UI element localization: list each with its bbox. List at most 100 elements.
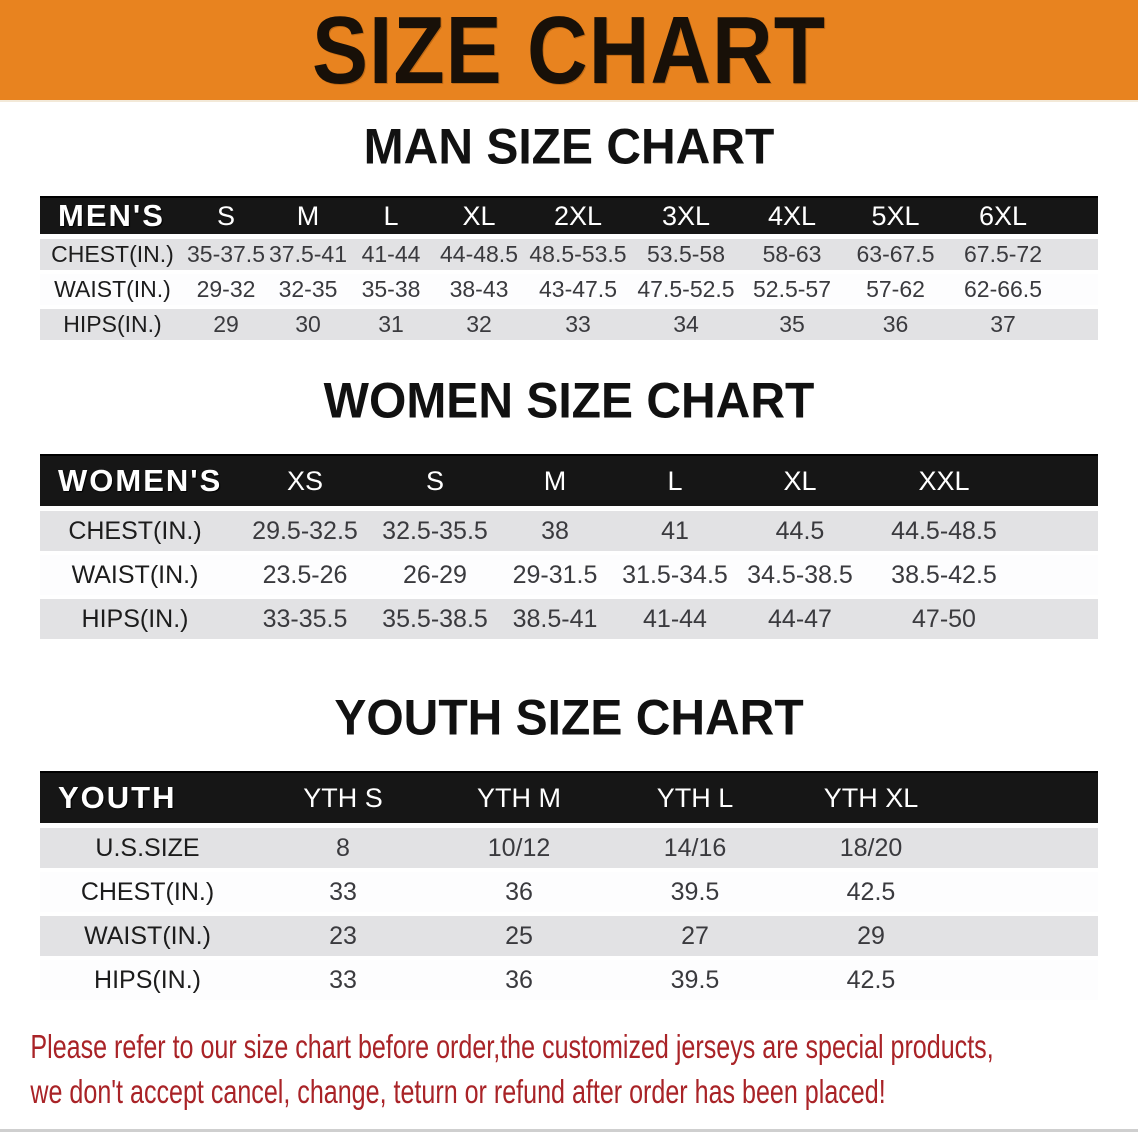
size-value: 37.5-41 [267,239,349,274]
size-value: 29 [783,916,959,960]
men-waist-row: WAIST(IN.) 29-32 32-35 35-38 38-43 43-47… [40,274,1098,309]
spacer-cell [1018,454,1098,511]
women-hips-row: HIPS(IN.) 33-35.5 35.5-38.5 38.5-41 41-4… [40,599,1098,643]
youth-chest-row: CHEST(IN.) 33 36 39.5 42.5 [40,872,1098,916]
size-value: 42.5 [783,872,959,916]
size-value: 58-63 [741,239,843,274]
women-chest-row: CHEST(IN.) 29.5-32.5 32.5-35.5 38 41 44.… [40,511,1098,555]
size-value: 38.5-42.5 [870,555,1018,599]
spacer-cell [959,771,1098,828]
youth-table-header: YOUTH YTH S YTH M YTH L YTH XL [40,771,1098,828]
size-value: 34 [631,309,741,344]
size-value: 39.5 [607,872,783,916]
size-value: 31 [349,309,433,344]
size-value: 36 [431,960,607,1004]
spacer-cell [1018,555,1098,599]
footer-notice-line2: we don't accept cancel, change, teturn o… [30,1073,886,1110]
size-value: 23 [255,916,431,960]
row-label: HIPS(IN.) [40,599,230,643]
size-value: 35-37.5 [185,239,267,274]
women-size-table: WOMEN'S XS S M L XL XXL CHEST(IN.) 29.5-… [40,454,1098,643]
spacer-cell [959,872,1098,916]
youth-ussize-row: U.S.SIZE 8 10/12 14/16 18/20 [40,828,1098,872]
size-value: 36 [843,309,948,344]
women-section-heading: WOMEN SIZE CHART [323,373,815,430]
men-col-header: L [349,196,433,239]
size-value: 53.5-58 [631,239,741,274]
women-col-header: XS [230,454,380,511]
bottom-edge-divider [0,1129,1138,1132]
footer-notice-line1: Please refer to our size chart before or… [30,1028,994,1065]
youth-hips-row: HIPS(IN.) 33 36 39.5 42.5 [40,960,1098,1004]
row-label: CHEST(IN.) [40,872,255,916]
men-size-table: MEN'S S M L XL 2XL 3XL 4XL 5XL 6XL CHEST… [40,196,1098,344]
women-waist-row: WAIST(IN.) 23.5-26 26-29 29-31.5 31.5-34… [40,555,1098,599]
youth-header-row: YOUTH YTH S YTH M YTH L YTH XL [40,771,1098,828]
spacer-cell [1058,196,1098,239]
row-label: U.S.SIZE [40,828,255,872]
size-value: 8 [255,828,431,872]
women-header-row: WOMEN'S XS S M L XL XXL [40,454,1098,511]
row-label: CHEST(IN.) [40,511,230,555]
men-table-header: MEN'S S M L XL 2XL 3XL 4XL 5XL 6XL [40,196,1098,239]
row-label: HIPS(IN.) [40,309,185,344]
size-value: 38 [490,511,620,555]
size-value: 44-48.5 [433,239,525,274]
spacer-cell [959,916,1098,960]
size-value: 44-47 [730,599,870,643]
size-value: 31.5-34.5 [620,555,730,599]
men-section-heading: MAN SIZE CHART [363,119,775,176]
youth-waist-row: WAIST(IN.) 23 25 27 29 [40,916,1098,960]
size-value: 62-66.5 [948,274,1058,309]
size-value: 35-38 [349,274,433,309]
size-value: 23.5-26 [230,555,380,599]
size-value: 29 [185,309,267,344]
youth-col-header: YTH M [431,771,607,828]
men-col-header: S [185,196,267,239]
banner: SIZE CHART [0,0,1138,103]
row-label: WAIST(IN.) [40,916,255,960]
size-value: 35 [741,309,843,344]
size-value: 38.5-41 [490,599,620,643]
men-col-header: 6XL [948,196,1058,239]
size-value: 41-44 [620,599,730,643]
size-value: 26-29 [380,555,490,599]
size-value: 25 [431,916,607,960]
spacer-cell [959,960,1098,1004]
size-value: 52.5-57 [741,274,843,309]
men-hips-row: HIPS(IN.) 29 30 31 32 33 34 35 36 37 [40,309,1098,344]
men-col-header: 3XL [631,196,741,239]
size-value: 43-47.5 [525,274,631,309]
size-value: 14/16 [607,828,783,872]
row-label: CHEST(IN.) [40,239,185,274]
spacer-cell [1058,239,1098,274]
men-col-header: 5XL [843,196,948,239]
size-value: 47-50 [870,599,1018,643]
men-col-header: 2XL [525,196,631,239]
women-table-header: WOMEN'S XS S M L XL XXL [40,454,1098,511]
row-label: HIPS(IN.) [40,960,255,1004]
size-value: 34.5-38.5 [730,555,870,599]
size-value: 47.5-52.5 [631,274,741,309]
size-value: 41-44 [349,239,433,274]
size-value: 39.5 [607,960,783,1004]
footer-notice: Please refer to our size chart before or… [0,1024,1064,1114]
women-col-header: M [490,454,620,511]
size-value: 44.5-48.5 [870,511,1018,555]
size-value: 33 [255,960,431,1004]
size-value: 29-32 [185,274,267,309]
men-chest-row: CHEST(IN.) 35-37.5 37.5-41 41-44 44-48.5… [40,239,1098,274]
size-value: 35.5-38.5 [380,599,490,643]
youth-size-table: YOUTH YTH S YTH M YTH L YTH XL U.S.SIZE … [40,771,1098,1004]
size-value: 32-35 [267,274,349,309]
size-value: 57-62 [843,274,948,309]
size-value: 29-31.5 [490,555,620,599]
men-col-header: M [267,196,349,239]
men-col-header: 4XL [741,196,843,239]
women-col-header: XXL [870,454,1018,511]
youth-col-header: YTH XL [783,771,959,828]
size-value: 18/20 [783,828,959,872]
row-label: WAIST(IN.) [40,274,185,309]
women-col-header: L [620,454,730,511]
